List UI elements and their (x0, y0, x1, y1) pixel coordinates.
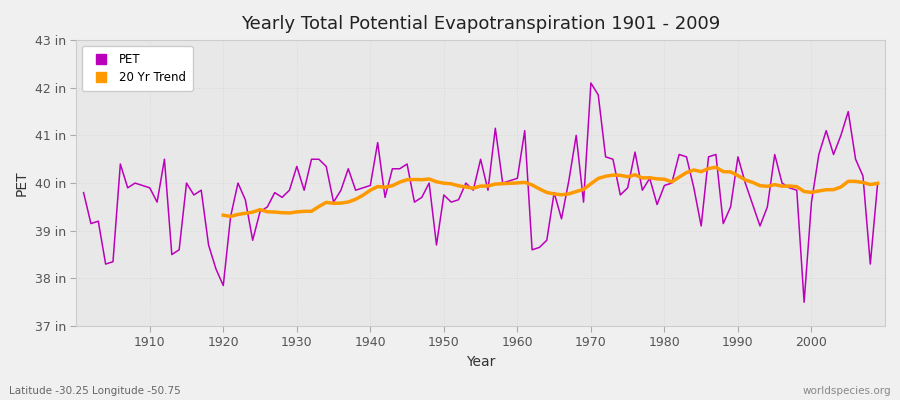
Text: Latitude -30.25 Longitude -50.75: Latitude -30.25 Longitude -50.75 (9, 386, 181, 396)
X-axis label: Year: Year (466, 355, 495, 369)
Y-axis label: PET: PET (15, 170, 29, 196)
Title: Yearly Total Potential Evapotranspiration 1901 - 2009: Yearly Total Potential Evapotranspiratio… (241, 15, 720, 33)
Text: worldspecies.org: worldspecies.org (803, 386, 891, 396)
Legend: PET, 20 Yr Trend: PET, 20 Yr Trend (82, 46, 193, 91)
